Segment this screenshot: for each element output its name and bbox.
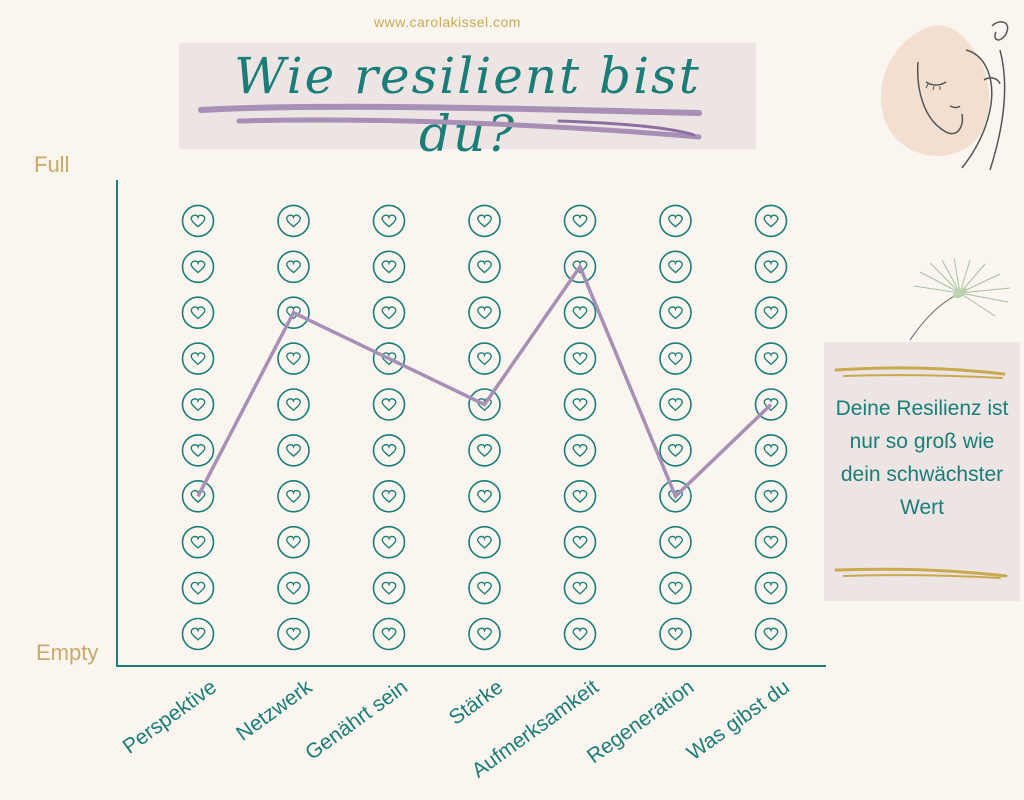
heart-icon xyxy=(277,617,310,651)
heart-icon xyxy=(372,525,406,559)
heart-icon xyxy=(181,525,215,559)
axis-label-full: Full xyxy=(34,152,70,177)
heart-icon xyxy=(372,617,406,651)
heart-icon xyxy=(181,342,215,375)
heart-icon xyxy=(181,250,215,284)
heart-icon xyxy=(277,525,310,559)
side-note-box: Deine Resilienz ist nur so groß wie dein… xyxy=(824,342,1020,601)
heart-icon xyxy=(563,571,597,605)
category-label: Stärke xyxy=(445,675,508,729)
heart-icon xyxy=(659,204,692,238)
heart-icon xyxy=(659,388,692,421)
heart-icon xyxy=(563,479,597,513)
series-line xyxy=(196,263,773,500)
heart-icon xyxy=(372,296,406,330)
brush-stroke-top xyxy=(834,366,1006,379)
heart-icon xyxy=(659,525,692,559)
heart-icon xyxy=(754,296,788,330)
heart-icon xyxy=(659,342,692,375)
heart-icon xyxy=(659,571,692,605)
category-label: Was gibst du xyxy=(683,675,794,764)
heart-icon xyxy=(468,479,501,513)
heart-icon xyxy=(181,388,215,421)
heart-icon xyxy=(754,525,788,559)
heart-icon xyxy=(563,250,597,284)
heart-icon xyxy=(563,434,597,467)
heart-icon xyxy=(563,204,597,238)
heart-icon xyxy=(563,617,597,651)
heart-icon xyxy=(372,388,406,421)
page-title: Wie resilient bist du? xyxy=(234,47,701,163)
heart-icon xyxy=(181,571,215,605)
heart-icon xyxy=(754,571,788,605)
heart-icon xyxy=(181,296,215,330)
brush-stroke-bottom xyxy=(834,567,1008,579)
heart-icon xyxy=(372,434,406,467)
heart-icon xyxy=(372,571,406,605)
heart-icon xyxy=(563,525,597,559)
heart-icon xyxy=(468,617,501,651)
heart-icon xyxy=(468,571,501,605)
heart-icon xyxy=(468,342,501,375)
heart-icon xyxy=(277,204,310,238)
category-label: Genährt sein xyxy=(301,675,412,764)
heart-icon xyxy=(754,388,788,421)
heart-icon xyxy=(277,434,310,467)
heart-icon xyxy=(181,434,215,467)
heart-icon xyxy=(754,434,788,467)
heart-icon xyxy=(754,250,788,284)
dandelion-seed-icon xyxy=(909,258,1011,341)
heart-icon xyxy=(181,617,215,651)
heart-icon xyxy=(754,204,788,238)
heart-icon xyxy=(659,617,692,651)
heart-icon xyxy=(277,342,310,375)
heart-icon xyxy=(372,250,406,284)
site-url: www.carolakissel.com xyxy=(374,14,521,30)
heart-icon xyxy=(468,525,501,559)
heart-icon xyxy=(754,342,788,375)
heart-icon xyxy=(277,571,310,605)
category-label: Netzwerk xyxy=(232,675,317,745)
heart-icon xyxy=(659,250,692,284)
heart-grid xyxy=(181,204,788,651)
heart-icon xyxy=(468,250,501,284)
axis-label-empty: Empty xyxy=(36,640,99,665)
heart-icon xyxy=(372,479,406,513)
heart-icon xyxy=(277,296,310,330)
heart-icon xyxy=(659,296,692,330)
category-label: Regeneration xyxy=(583,675,699,768)
side-note-text: Deine Resilienz ist nur so groß wie dein… xyxy=(835,397,1009,519)
heart-icon xyxy=(659,434,692,467)
heart-icon xyxy=(754,617,788,651)
category-label: Perspektive xyxy=(119,675,221,758)
heart-icon xyxy=(277,479,310,513)
heart-icon xyxy=(372,204,406,238)
heart-icon xyxy=(468,296,501,330)
heart-icon xyxy=(468,204,501,238)
heart-icon xyxy=(277,388,310,421)
heart-icon xyxy=(563,388,597,421)
title-banner: Wie resilient bist du? xyxy=(179,43,756,163)
heart-icon xyxy=(277,250,310,284)
heart-icon xyxy=(754,479,788,513)
face-line-art-icon xyxy=(880,21,1009,171)
heart-icon xyxy=(563,296,597,330)
heart-icon xyxy=(563,342,597,375)
heart-icon xyxy=(468,434,501,467)
heart-icon xyxy=(181,204,215,238)
brush-underline xyxy=(198,103,702,140)
